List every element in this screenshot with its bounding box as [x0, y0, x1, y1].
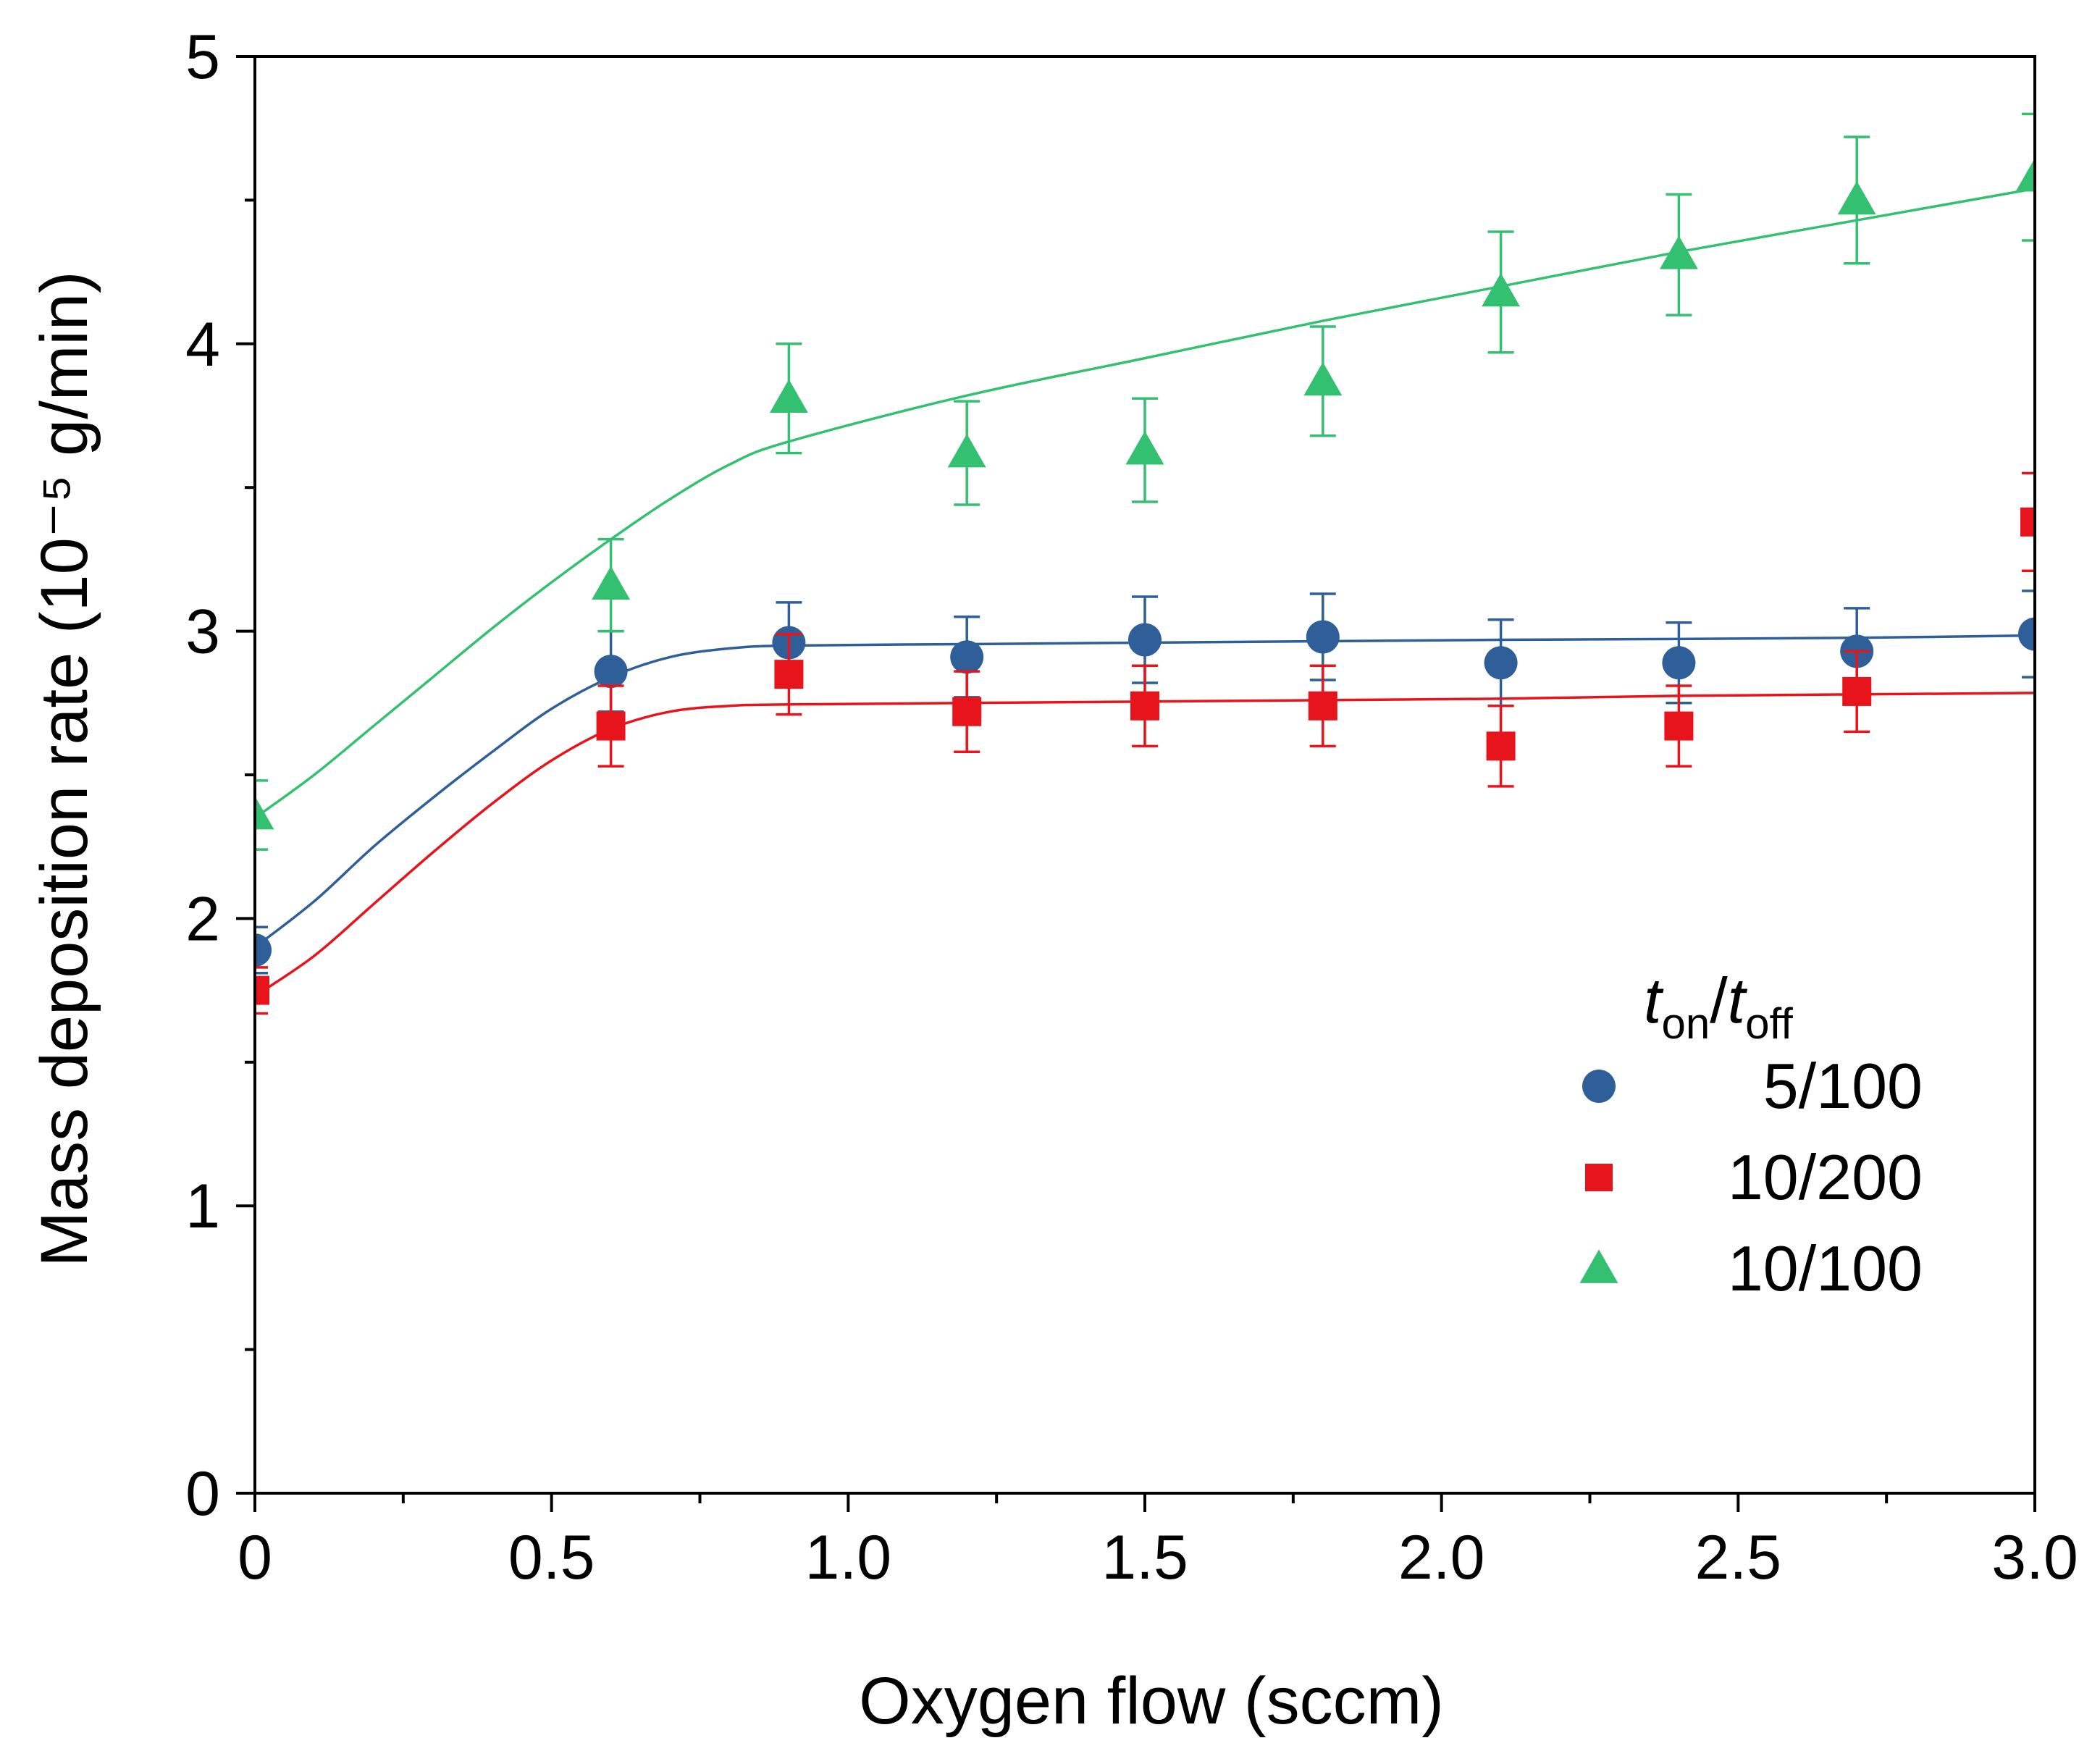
data-point: [1128, 623, 1162, 657]
legend-marker-5/100: [1582, 1070, 1616, 1103]
y-tick-label: 4: [185, 310, 220, 379]
data-point: [255, 975, 269, 1005]
legend-marker-10/100: [1579, 1249, 1618, 1283]
data-point: [1484, 646, 1518, 680]
plot-area: [255, 112, 2035, 1015]
data-point: [952, 697, 982, 726]
data-point: [592, 566, 631, 600]
y-tick-label: 3: [185, 597, 220, 667]
data-point: [596, 711, 626, 741]
x-tick-label: 0.5: [508, 1523, 595, 1592]
data-point: [1125, 431, 1164, 465]
x-tick-label: 1.5: [1101, 1523, 1188, 1592]
data-point: [255, 796, 274, 830]
data-point: [1837, 180, 1876, 215]
data-point: [1842, 676, 1872, 706]
axes: 0 0.5 1.0 1.5 2.0 2.5 3.0 0 1 2 3 4 5: [185, 22, 2078, 1592]
data-point: [947, 434, 986, 468]
data-point: [769, 379, 808, 413]
series-10/100: [255, 112, 2035, 851]
data-point: [255, 933, 272, 967]
y-tick-label: 2: [185, 884, 220, 954]
data-point: [2020, 507, 2035, 537]
y-tick-label: 1: [185, 1172, 220, 1241]
x-tick-label: 1.0: [805, 1523, 892, 1592]
data-point: [1664, 711, 1694, 741]
data-point: [1659, 235, 1698, 269]
data-point: [1306, 620, 1340, 654]
fit-line: [255, 692, 2035, 997]
series-10/200: [255, 471, 2035, 1015]
data-point: [2015, 158, 2035, 192]
data-point: [1662, 646, 1696, 680]
data-point: [950, 640, 984, 674]
data-point: [1482, 272, 1521, 307]
data-point: [774, 660, 804, 689]
legend-title: ton/toff: [1644, 965, 1793, 1048]
data-point: [1130, 691, 1159, 721]
fit-line: [255, 634, 2035, 949]
legend-marker-10/200: [1585, 1164, 1613, 1191]
data-point: [1486, 731, 1516, 761]
series-5/100: [255, 589, 2035, 975]
data-point: [1303, 361, 1343, 396]
x-tick-label: 2.5: [1695, 1523, 1782, 1592]
x-tick-label: 3.0: [1991, 1523, 2078, 1592]
data-point: [594, 655, 628, 689]
legend-label: 10/200: [1728, 1141, 1923, 1213]
y-axis-title: Mass deposition rate (10⁻⁵ g/min): [28, 271, 101, 1267]
data-point: [2018, 617, 2035, 651]
x-axis-title: Oxygen flow (sccm): [859, 1664, 1444, 1738]
y-tick-label: 0: [185, 1459, 220, 1529]
fit-line: [255, 187, 2035, 819]
data-point: [1308, 691, 1337, 721]
x-tick-label: 2.0: [1398, 1523, 1485, 1592]
legend-label: 10/100: [1728, 1233, 1923, 1304]
legend: ton/toff 5/100 10/200 10/100: [1579, 965, 1923, 1304]
x-tick-label: 0: [238, 1523, 272, 1592]
y-tick-label: 5: [185, 22, 220, 92]
legend-label: 5/100: [1763, 1050, 1923, 1122]
